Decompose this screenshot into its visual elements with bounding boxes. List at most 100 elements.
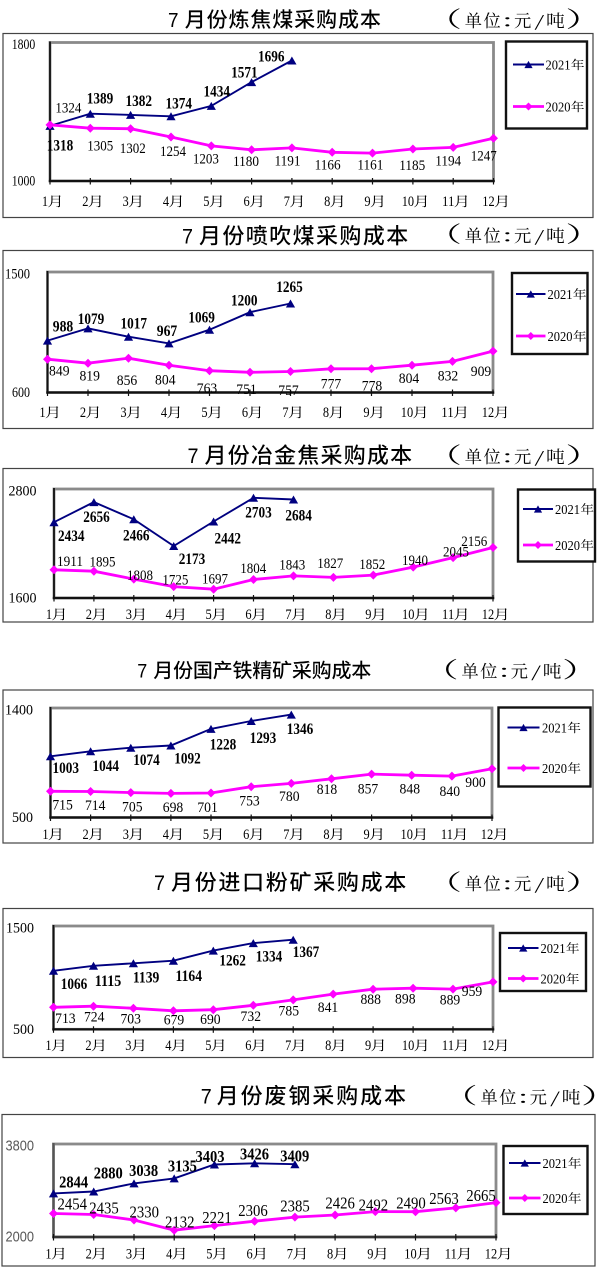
svg-text:500: 500 (13, 1022, 34, 1038)
svg-text:11: 11 (442, 607, 454, 623)
svg-text:2: 2 (86, 607, 92, 623)
svg-text:1367: 1367 (293, 944, 320, 961)
svg-text:724: 724 (84, 1010, 105, 1026)
svg-text:2045: 2045 (443, 545, 469, 561)
svg-text:10: 10 (402, 607, 414, 623)
svg-text:1003: 1003 (53, 760, 80, 777)
svg-text:4: 4 (163, 827, 170, 843)
svg-text:12: 12 (482, 1038, 494, 1054)
svg-text:9: 9 (364, 194, 370, 210)
svg-text:753: 753 (239, 794, 260, 810)
svg-text:1400: 1400 (5, 703, 33, 719)
svg-text:1843: 1843 (279, 557, 305, 573)
svg-text:1262: 1262 (219, 952, 246, 969)
svg-text:1346: 1346 (287, 721, 314, 738)
svg-text:2665: 2665 (466, 1186, 496, 1205)
svg-text:1500: 1500 (6, 921, 34, 937)
svg-text:3403: 3403 (196, 1147, 225, 1166)
svg-text:1434: 1434 (203, 83, 230, 100)
svg-text:1697: 1697 (202, 572, 228, 588)
svg-text:2021: 2021 (543, 1157, 568, 1172)
svg-text:2385: 2385 (280, 1197, 310, 1216)
svg-text:690: 690 (200, 1012, 221, 1028)
svg-text:804: 804 (399, 371, 420, 387)
svg-text:2132: 2132 (165, 1213, 195, 1232)
svg-text:1305: 1305 (87, 139, 113, 155)
svg-text:5: 5 (206, 607, 212, 623)
svg-text:1228: 1228 (210, 736, 237, 753)
svg-text:889: 889 (440, 993, 461, 1009)
svg-text:4: 4 (165, 1038, 172, 1054)
svg-text:818: 818 (317, 782, 338, 798)
svg-text:2426: 2426 (325, 1194, 355, 1213)
svg-text:3: 3 (126, 607, 132, 623)
svg-text:2021: 2021 (542, 721, 567, 736)
svg-text:7: 7 (284, 194, 291, 210)
svg-text:1334: 1334 (256, 948, 283, 965)
svg-text:1092: 1092 (174, 750, 201, 767)
svg-text:7: 7 (168, 10, 179, 32)
svg-text:2020: 2020 (548, 330, 573, 345)
svg-text:2221: 2221 (202, 1208, 232, 1227)
svg-text:3: 3 (123, 827, 129, 843)
svg-text:7: 7 (282, 405, 289, 421)
svg-text:4: 4 (166, 1247, 173, 1263)
svg-text:7: 7 (283, 827, 290, 843)
svg-text:3: 3 (126, 1247, 132, 1263)
svg-text:5: 5 (203, 194, 209, 210)
svg-text:8: 8 (324, 194, 330, 210)
svg-text:705: 705 (122, 800, 143, 816)
svg-text:832: 832 (438, 369, 459, 385)
svg-text:8: 8 (325, 607, 331, 623)
svg-text:777: 777 (321, 377, 342, 393)
svg-text:1017: 1017 (121, 315, 148, 332)
svg-text:2020: 2020 (543, 1192, 568, 1207)
svg-text:6: 6 (243, 827, 250, 843)
svg-text:698: 698 (163, 800, 184, 816)
svg-text:2021: 2021 (548, 288, 573, 303)
svg-text:1185: 1185 (399, 158, 425, 174)
svg-text:12: 12 (482, 405, 494, 421)
svg-text:804: 804 (155, 373, 176, 389)
svg-text:2020: 2020 (541, 972, 566, 987)
svg-text:888: 888 (360, 992, 381, 1008)
svg-text:840: 840 (440, 784, 461, 800)
svg-text:7: 7 (285, 607, 292, 623)
svg-text:1324: 1324 (55, 101, 81, 117)
svg-text:4: 4 (166, 607, 173, 623)
svg-text:2330: 2330 (129, 1203, 159, 1222)
svg-text:8: 8 (327, 1247, 333, 1263)
svg-text:848: 848 (400, 782, 421, 798)
svg-text:1808: 1808 (127, 568, 153, 584)
svg-text:1: 1 (42, 194, 48, 210)
svg-text:12: 12 (482, 194, 494, 210)
svg-text:2: 2 (83, 827, 89, 843)
svg-text:500: 500 (12, 810, 33, 826)
svg-text:1389: 1389 (87, 90, 114, 107)
svg-text:1293: 1293 (250, 730, 277, 747)
svg-text:1895: 1895 (90, 555, 116, 571)
svg-text:10: 10 (404, 1247, 416, 1263)
svg-text:8: 8 (323, 827, 329, 843)
svg-text:1382: 1382 (125, 93, 152, 110)
svg-text:7: 7 (188, 445, 199, 468)
svg-text:2880: 2880 (94, 1164, 123, 1183)
svg-text:1: 1 (39, 405, 45, 421)
svg-text:2454: 2454 (58, 1194, 88, 1213)
svg-text:1804: 1804 (240, 561, 266, 577)
svg-text:11: 11 (445, 1247, 457, 1263)
svg-text:7: 7 (287, 1247, 294, 1263)
svg-text:11: 11 (442, 194, 454, 210)
svg-text:7: 7 (154, 872, 165, 895)
svg-text:1247: 1247 (471, 148, 497, 164)
svg-text:714: 714 (85, 798, 106, 814)
svg-text:849: 849 (49, 364, 70, 380)
svg-text:1194: 1194 (435, 154, 461, 170)
svg-text:9: 9 (364, 827, 370, 843)
svg-text:1: 1 (42, 827, 48, 843)
svg-text:1827: 1827 (317, 556, 343, 572)
svg-text:1191: 1191 (275, 154, 301, 170)
svg-text:1800: 1800 (12, 37, 36, 53)
svg-text:10: 10 (402, 194, 414, 210)
svg-text:2000: 2000 (6, 1229, 35, 1246)
